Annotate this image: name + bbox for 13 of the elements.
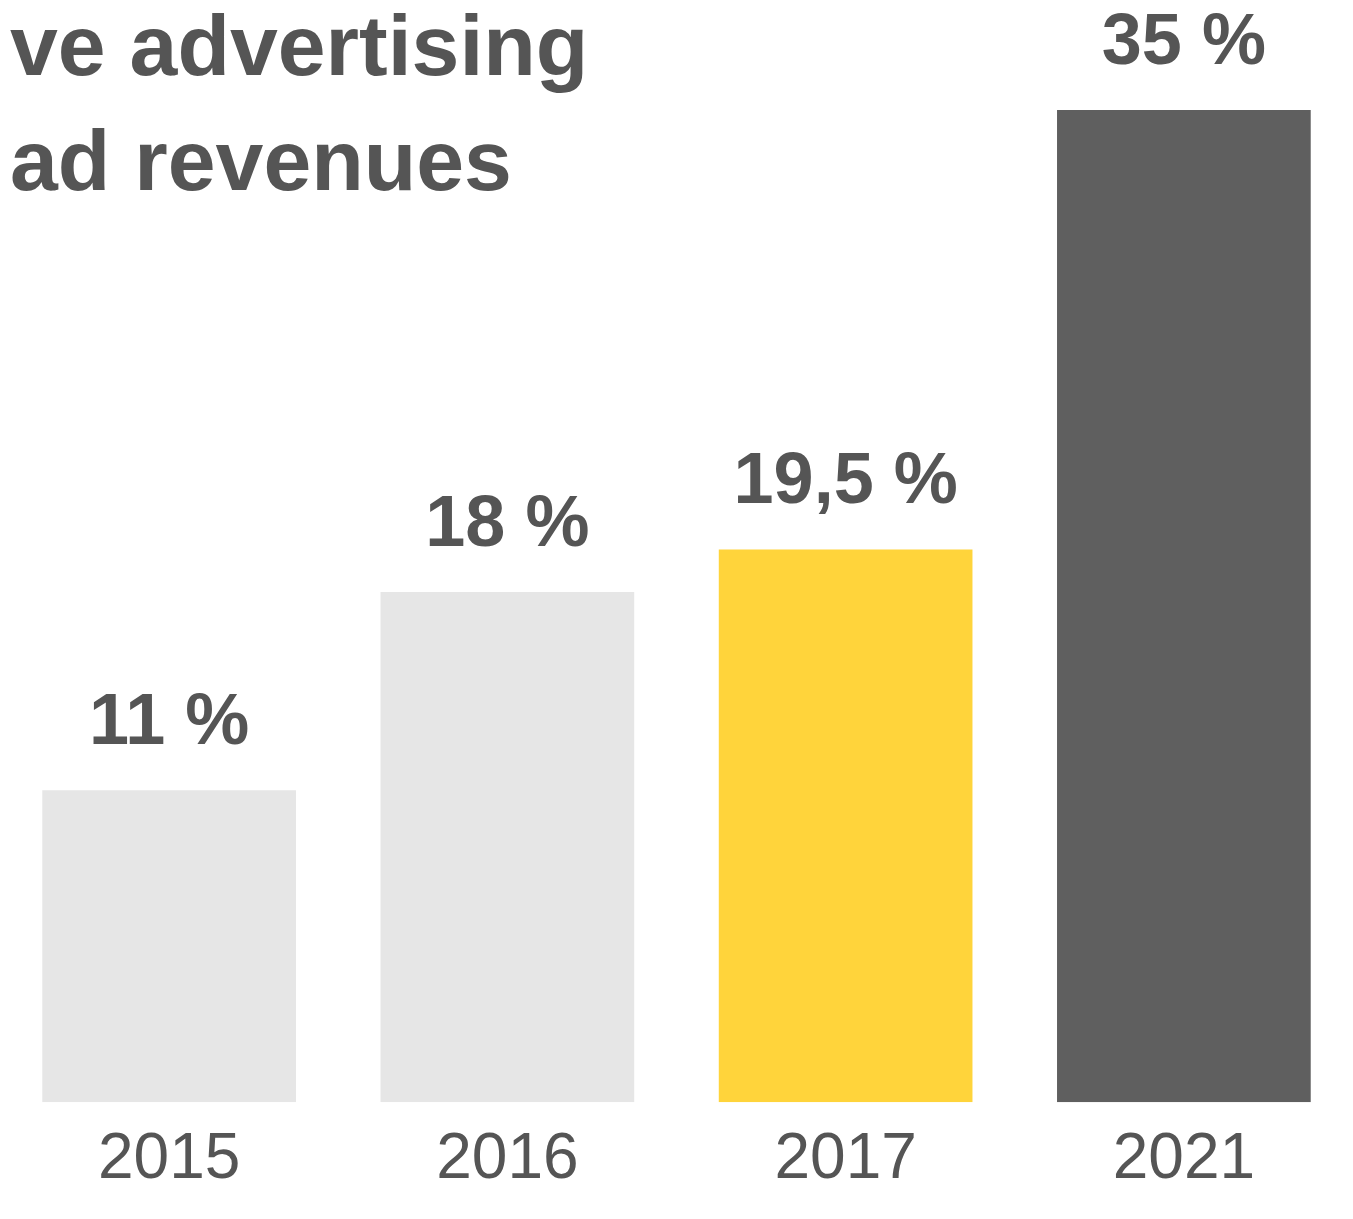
bar [718,549,973,1103]
data-label: 18 % [425,480,590,561]
chart-title: ve advertising ad revenues [10,0,589,208]
x-tick-label: 2017 [774,1120,917,1193]
x-tick-label: 2016 [436,1120,579,1193]
bar [42,790,296,1103]
bar [1057,110,1311,1103]
x-tick-label: 2015 [97,1120,241,1193]
data-label: 35 % [1101,0,1266,79]
bar [380,591,635,1103]
x-tick-label: 2021 [1112,1120,1256,1193]
data-label: 11 % [89,679,250,760]
data-label: 19,5 % [733,438,958,519]
